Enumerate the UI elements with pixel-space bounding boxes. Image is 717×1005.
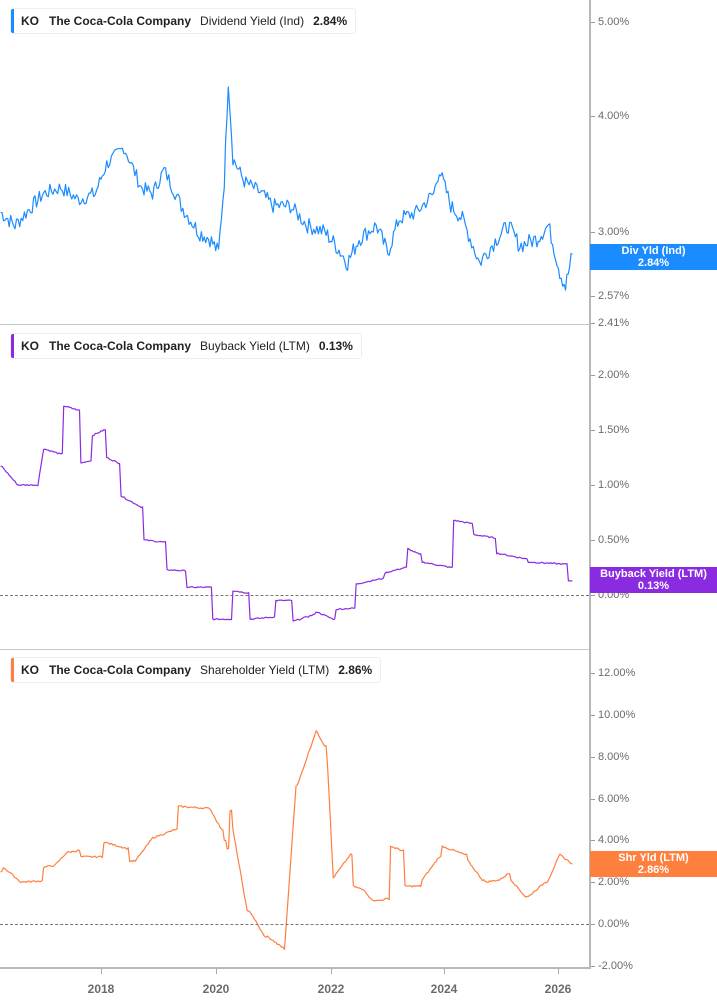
y-tick xyxy=(591,116,595,117)
buyback-yield-value-badge: Buyback Yield (LTM) 0.13% xyxy=(590,567,717,593)
y-tick-label: 4.00% xyxy=(598,110,630,122)
y-tick xyxy=(591,430,595,431)
x-tick xyxy=(444,969,445,974)
y-axis-line xyxy=(589,0,591,968)
company-name: The Coca-Cola Company xyxy=(49,339,192,353)
y-tick-label: 1.50% xyxy=(598,424,630,436)
y-tick-label: 1.00% xyxy=(598,479,630,491)
buyback-yield-chart xyxy=(0,405,573,622)
badge-value: 0.13% xyxy=(637,580,670,592)
metric-name: Dividend Yield (Ind) xyxy=(200,14,305,28)
x-tick-label: 2018 xyxy=(87,982,115,996)
panel-divider xyxy=(0,649,589,650)
y-tick xyxy=(591,882,595,883)
y-tick-label: 2.41% xyxy=(598,317,630,329)
y-tick-label: 2.57% xyxy=(598,290,630,302)
shareholder-yield-legend[interactable]: KO The Coca-Cola Company Shareholder Yie… xyxy=(10,657,382,683)
badge-label: Buyback Yield (LTM) xyxy=(600,568,707,580)
ticker-label: KO xyxy=(21,14,39,28)
x-axis-line xyxy=(0,967,591,969)
y-tick-label: 8.00% xyxy=(598,751,630,763)
shareholder-yield-chart xyxy=(0,730,573,950)
badge-label: Div Yld (Ind) xyxy=(621,245,686,257)
y-tick-label: 0.50% xyxy=(598,534,630,546)
y-tick xyxy=(591,232,595,233)
y-tick-label: 3.00% xyxy=(598,226,630,238)
company-name: The Coca-Cola Company xyxy=(49,14,192,28)
shareholder-yield-panel: KO The Coca-Cola Company Shareholder Yie… xyxy=(0,649,717,968)
y-tick xyxy=(591,595,595,596)
badge-label: Shr Yld (LTM) xyxy=(618,852,689,864)
y-tick xyxy=(591,715,595,716)
series-color-bar xyxy=(11,658,14,682)
x-tick-label: 2022 xyxy=(317,982,345,996)
metric-name: Shareholder Yield (LTM) xyxy=(200,663,330,677)
company-name: The Coca-Cola Company xyxy=(49,663,192,677)
metric-value: 0.13% xyxy=(318,339,353,353)
metric-value: 2.86% xyxy=(338,663,373,677)
shareholder-yield-value-badge: Shr Yld (LTM) 2.86% xyxy=(590,851,717,877)
dividend-yield-chart xyxy=(0,86,573,291)
x-tick xyxy=(216,969,217,974)
ticker-label: KO xyxy=(21,663,39,677)
x-tick xyxy=(331,969,332,974)
x-tick-label: 2026 xyxy=(544,982,572,996)
y-tick xyxy=(591,924,595,925)
buyback-yield-legend[interactable]: KO The Coca-Cola Company Buyback Yield (… xyxy=(10,333,362,359)
dividend-yield-value-badge: Div Yld (Ind) 2.84% xyxy=(590,244,717,270)
y-tick xyxy=(591,757,595,758)
y-tick-label: -2.00% xyxy=(598,960,633,972)
metric-value: 2.84% xyxy=(313,14,348,28)
dividend-yield-panel: KO The Coca-Cola Company Dividend Yield … xyxy=(0,0,717,324)
y-tick xyxy=(591,485,595,486)
x-tick xyxy=(558,969,559,974)
dividend-yield-legend[interactable]: KO The Coca-Cola Company Dividend Yield … xyxy=(10,8,357,34)
y-tick xyxy=(591,375,595,376)
buyback-yield-panel: KO The Coca-Cola Company Buyback Yield (… xyxy=(0,324,717,649)
badge-value: 2.86% xyxy=(637,864,670,876)
y-tick xyxy=(591,799,595,800)
x-tick xyxy=(101,969,102,974)
x-tick-label: 2024 xyxy=(430,982,458,996)
y-tick-label: 12.00% xyxy=(598,667,636,679)
metric-name: Buyback Yield (LTM) xyxy=(200,339,310,353)
series-color-bar xyxy=(11,334,14,358)
zero-reference-line xyxy=(0,924,589,925)
badge-value: 2.84% xyxy=(637,257,670,269)
y-tick-label: 0.00% xyxy=(598,918,630,930)
y-tick xyxy=(591,323,595,324)
x-tick-label: 2020 xyxy=(202,982,230,996)
y-tick-label: 2.00% xyxy=(598,369,630,381)
zero-reference-line xyxy=(0,595,589,596)
y-tick xyxy=(591,840,595,841)
y-tick-label: 2.00% xyxy=(598,876,630,888)
y-tick-label: 5.00% xyxy=(598,16,630,28)
y-tick-label: 10.00% xyxy=(598,709,636,721)
y-tick xyxy=(591,966,595,967)
y-tick-label: 6.00% xyxy=(598,793,630,805)
y-tick xyxy=(591,540,595,541)
ticker-label: KO xyxy=(21,339,39,353)
y-tick-label: 4.00% xyxy=(598,834,630,846)
y-tick xyxy=(591,673,595,674)
y-tick xyxy=(591,296,595,297)
series-color-bar xyxy=(11,9,14,33)
panel-divider xyxy=(0,324,589,325)
y-tick xyxy=(591,22,595,23)
